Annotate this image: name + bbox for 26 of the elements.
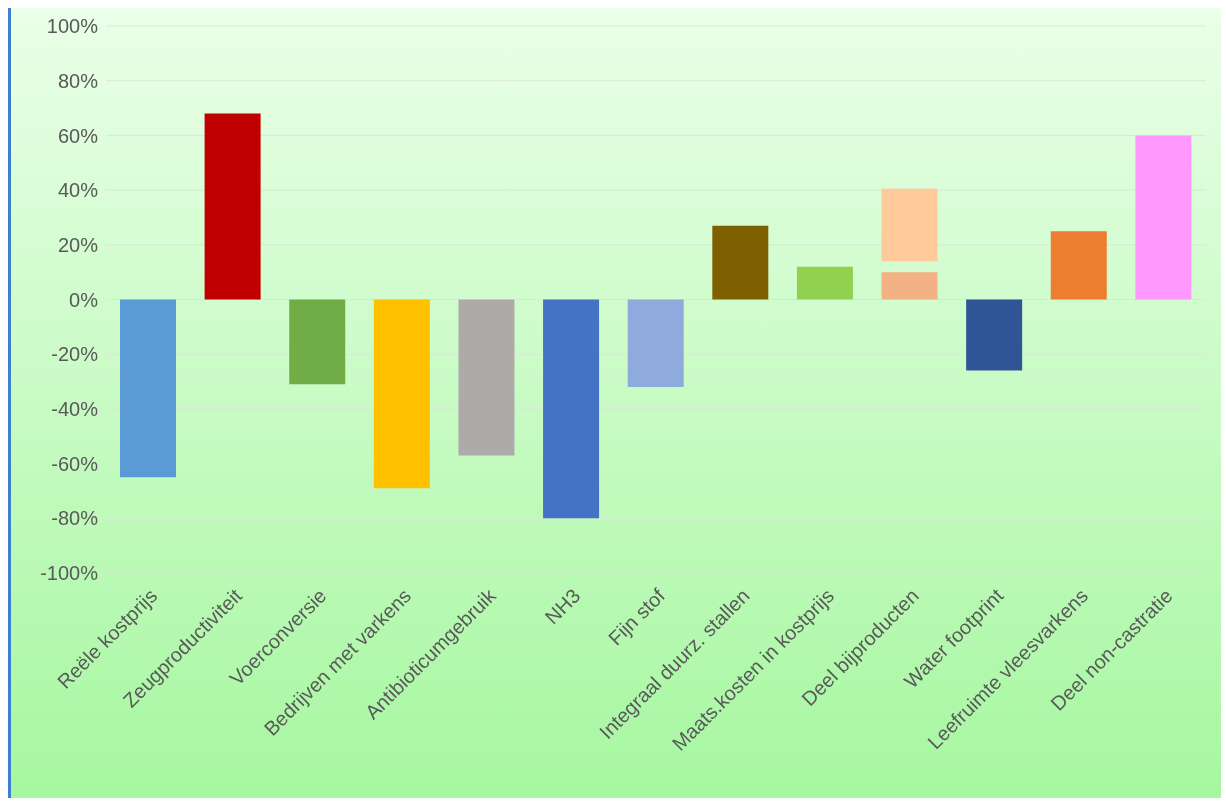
y-tick-label: -40% (51, 398, 99, 420)
y-tick-label: -100% (40, 562, 99, 585)
y-tick-label: 20% (57, 233, 99, 256)
bar (289, 299, 346, 385)
y-tick-label: 80% (57, 69, 99, 92)
x-tick-label: Fijn stof (603, 584, 670, 650)
bar (1135, 135, 1192, 300)
bar (881, 188, 938, 262)
bar (204, 113, 261, 300)
y-tick-label: -20% (51, 343, 99, 366)
y-tick-label: 60% (57, 124, 99, 147)
bar (712, 225, 769, 300)
bar (627, 299, 684, 388)
y-tick-label: 0% (69, 288, 99, 311)
y-tick-label: 40% (57, 179, 99, 202)
bar (373, 299, 430, 489)
bar (458, 299, 515, 456)
y-tick-label: 100% (46, 15, 99, 38)
bar (796, 266, 853, 300)
bar (966, 299, 1023, 371)
y-tick-label: -60% (51, 452, 99, 475)
bar (120, 299, 176, 478)
bar (1050, 231, 1107, 300)
y-tick-label: -80% (51, 507, 99, 530)
bar (543, 299, 600, 519)
bar (881, 272, 938, 300)
